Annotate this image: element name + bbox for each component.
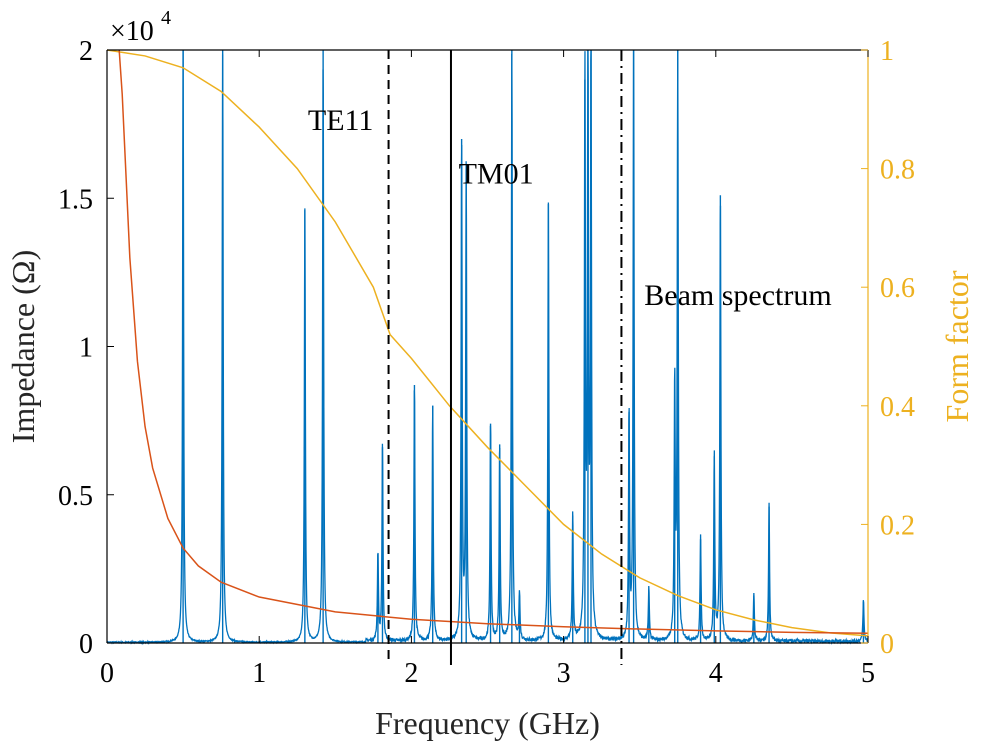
x-tick-label: 4 bbox=[709, 658, 723, 689]
x-tick-label: 0 bbox=[100, 658, 114, 689]
annotations-layer: TE11 TM01 Beam spectrum bbox=[308, 104, 832, 312]
y-left-tick-label: 0.5 bbox=[58, 481, 93, 512]
vertical-lines-layer bbox=[387, 50, 623, 665]
y-left-tick-label: 1.5 bbox=[58, 184, 93, 215]
x-tick-label: 1 bbox=[252, 658, 266, 689]
y-axis-left-label: Impedance (Ω) bbox=[5, 250, 41, 443]
y-right-tick-label: 0.6 bbox=[880, 273, 915, 304]
series-layer bbox=[106, 49, 869, 646]
x-axis-label: Frequency (GHz) bbox=[375, 705, 600, 741]
y-axis-exponent-label: ×10 4 bbox=[110, 7, 171, 47]
exponent-power: 4 bbox=[161, 7, 171, 29]
series-impedance-line bbox=[106, 49, 869, 646]
annotation-beam-spectrum: Beam spectrum bbox=[644, 279, 831, 312]
annotation-te11: TE11 bbox=[308, 104, 374, 137]
y-right-tick-label: 1 bbox=[880, 36, 894, 67]
series-envelope-line bbox=[118, 49, 869, 634]
y-left-tick-label: 2 bbox=[79, 36, 93, 67]
y-right-tick-label: 0.8 bbox=[880, 155, 915, 186]
plot-area bbox=[107, 50, 868, 643]
y-left-tick-label: 1 bbox=[79, 333, 93, 364]
y-axis-right-label: Form factor bbox=[939, 270, 975, 422]
x-tick-label: 5 bbox=[861, 658, 875, 689]
y-right-tick-label: 0 bbox=[880, 629, 894, 660]
y-right-tick-label: 0.4 bbox=[880, 392, 915, 423]
x-tick-label: 3 bbox=[557, 658, 571, 689]
x-tick-label: 2 bbox=[404, 658, 418, 689]
series-form-factor-line bbox=[106, 49, 869, 637]
annotation-tm01: TM01 bbox=[459, 157, 534, 190]
exponent-base: ×10 bbox=[110, 16, 154, 47]
y-right-tick-label: 0.2 bbox=[880, 510, 915, 541]
y-left-tick-label: 0 bbox=[79, 629, 93, 660]
